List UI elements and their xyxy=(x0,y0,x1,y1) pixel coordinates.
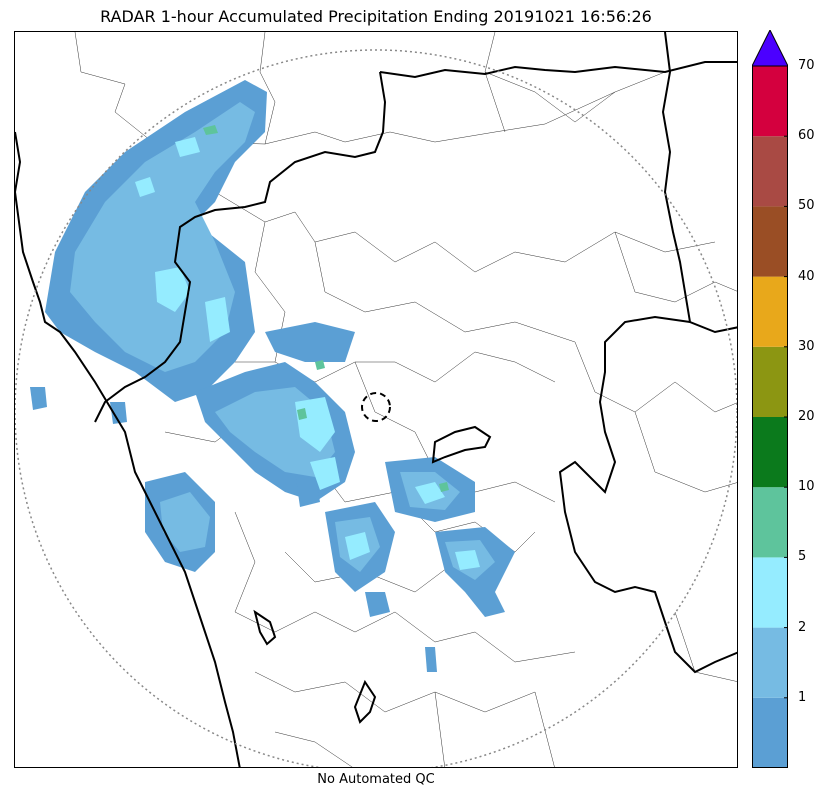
colorbar-tick-label: 10 xyxy=(798,479,815,495)
colorbar-segment xyxy=(752,206,788,277)
colorbar-segment xyxy=(752,276,788,347)
radar-map xyxy=(14,31,738,768)
state-boundaries xyxy=(15,32,737,767)
radar-site-ring xyxy=(361,392,391,422)
precipitation-fields xyxy=(30,80,515,672)
colorbar-segment xyxy=(752,417,788,488)
colorbar-tick-label: 70 xyxy=(798,58,815,73)
radar-range-ring xyxy=(15,49,737,767)
precipitation-colorbar xyxy=(752,30,788,768)
colorbar-segment xyxy=(752,487,788,558)
colorbar-segment xyxy=(752,346,788,417)
colorbar-extend-arrow xyxy=(752,30,788,67)
colorbar-segment xyxy=(752,557,788,628)
colorbar-tick-label: 30 xyxy=(798,338,815,354)
colorbar-tick-label: 20 xyxy=(798,409,815,424)
colorbar-segment xyxy=(752,136,788,207)
map-title: RADAR 1-hour Accumulated Precipitation E… xyxy=(100,7,652,26)
colorbar-tick-label: 5 xyxy=(798,549,807,565)
colorbar-tick-label: 2 xyxy=(798,619,807,635)
colorbar-tick-label: 60 xyxy=(798,128,815,144)
colorbar-tick-label: 1 xyxy=(798,689,807,705)
colorbar-segment xyxy=(752,66,788,137)
radar-map-canvas xyxy=(15,32,737,767)
colorbar-segment xyxy=(752,697,788,768)
colorbar-tick-label: 40 xyxy=(798,268,815,284)
qc-note: No Automated QC xyxy=(317,772,435,787)
colorbar-tick-label: 50 xyxy=(798,198,815,214)
colorbar-segment xyxy=(752,627,788,698)
